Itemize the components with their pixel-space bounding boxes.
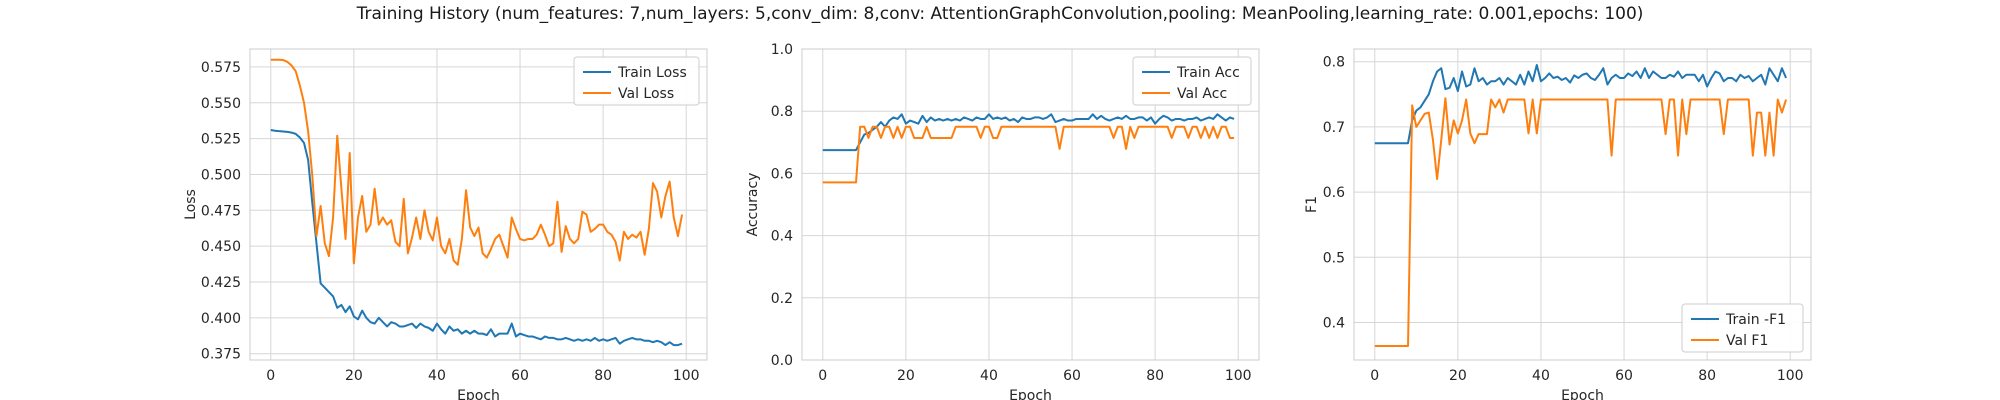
x-tick-label: 40 (980, 368, 998, 384)
x-tick-label: 80 (1698, 368, 1716, 384)
legend: Train Loss Val Loss (573, 56, 700, 106)
y-tick-label: 0.525 (201, 132, 241, 148)
y-tick-label: 0.6 (771, 166, 793, 182)
series-line-2 (270, 58, 684, 266)
series-line-1 (1374, 63, 1787, 145)
legend-label: Val F1 (1726, 333, 1768, 349)
x-tick-label: 0 (818, 368, 827, 384)
plot-frame (1353, 48, 1812, 361)
x-axis-label: Epoch (1561, 388, 1604, 400)
y-tick-label: 0.0 (771, 353, 793, 369)
y-tick-label: 0.5 (1323, 250, 1345, 266)
chart-panel-1: 0 20 40 60 80 100 0.375 0.400 0.425 0.450 0.475 0.5… (183, 48, 708, 400)
x-tick-label: 20 (1449, 368, 1467, 384)
legend: Train Acc Val Acc (1132, 56, 1252, 106)
y-tick-label: 0.400 (201, 311, 241, 327)
x-tick-label: 20 (897, 368, 915, 384)
x-tick-label: 0 (266, 368, 275, 384)
figure-title: Training History (num_features: 7,num_la… (356, 4, 1644, 24)
x-axis-label: Epoch (1009, 388, 1052, 400)
y-tick-label: 0.550 (201, 96, 241, 112)
y-tick-label: 0.450 (201, 239, 241, 255)
legend-label: Val Loss (618, 86, 674, 102)
y-tick-label: 0.375 (201, 347, 241, 363)
y-tick-label: 0.500 (201, 167, 241, 183)
chart-panel-2: 0 20 40 60 80 100 0.0 0.2 0.4 0.6 0.8 1.0 Epoch Accur… (745, 42, 1260, 400)
x-tick-label: 40 (428, 368, 446, 384)
x-tick-label: 80 (1146, 368, 1164, 384)
x-tick-label: 100 (673, 368, 700, 384)
series-line-1 (270, 129, 683, 347)
x-tick-label: 60 (1063, 368, 1081, 384)
y-tick-label: 0.4 (771, 229, 793, 245)
y-tick-label: 0.2 (771, 291, 793, 307)
y-axis-label: Accuracy (745, 173, 761, 237)
y-tick-label: 0.7 (1323, 120, 1345, 136)
legend-label: Train Acc (1176, 65, 1240, 81)
x-tick-label: 60 (1615, 368, 1633, 384)
legend-label: Train -F1 (1725, 312, 1786, 328)
legend-label: Train Loss (617, 65, 687, 81)
x-tick-label: 100 (1225, 368, 1252, 384)
y-axis-label: F1 (1304, 196, 1320, 213)
y-tick-label: 0.425 (201, 275, 241, 291)
series-line-1 (822, 113, 1235, 152)
x-tick-label: 40 (1532, 368, 1550, 384)
y-tick-label: 0.4 (1323, 316, 1345, 332)
y-tick-label: 0.8 (1323, 55, 1345, 71)
series-line-2 (1374, 97, 1788, 347)
y-tick-label: 0.8 (771, 104, 793, 120)
y-tick-label: 1.0 (771, 42, 793, 58)
x-tick-label: 80 (594, 368, 612, 384)
x-tick-label: 60 (511, 368, 529, 384)
y-tick-label: 0.575 (201, 60, 241, 76)
x-tick-label: 20 (345, 368, 363, 384)
x-tick-label: 100 (1777, 368, 1804, 384)
y-tick-label: 0.6 (1323, 185, 1345, 201)
x-axis-label: Epoch (457, 388, 500, 400)
plot-frame (249, 48, 708, 361)
y-axis-label: Loss (183, 189, 199, 220)
legend: Train -F1 Val F1 (1681, 303, 1804, 353)
y-tick-label: 0.475 (201, 203, 241, 219)
x-tick-label: 0 (1370, 368, 1379, 384)
legend-label: Val Acc (1177, 86, 1227, 102)
plot-frame (801, 48, 1260, 361)
series-line-2 (822, 125, 1235, 184)
chart-panel-3: 0 20 40 60 80 100 0.4 0.5 0.6 0.7 0.8 Epoch F1 Train … (1304, 48, 1812, 400)
